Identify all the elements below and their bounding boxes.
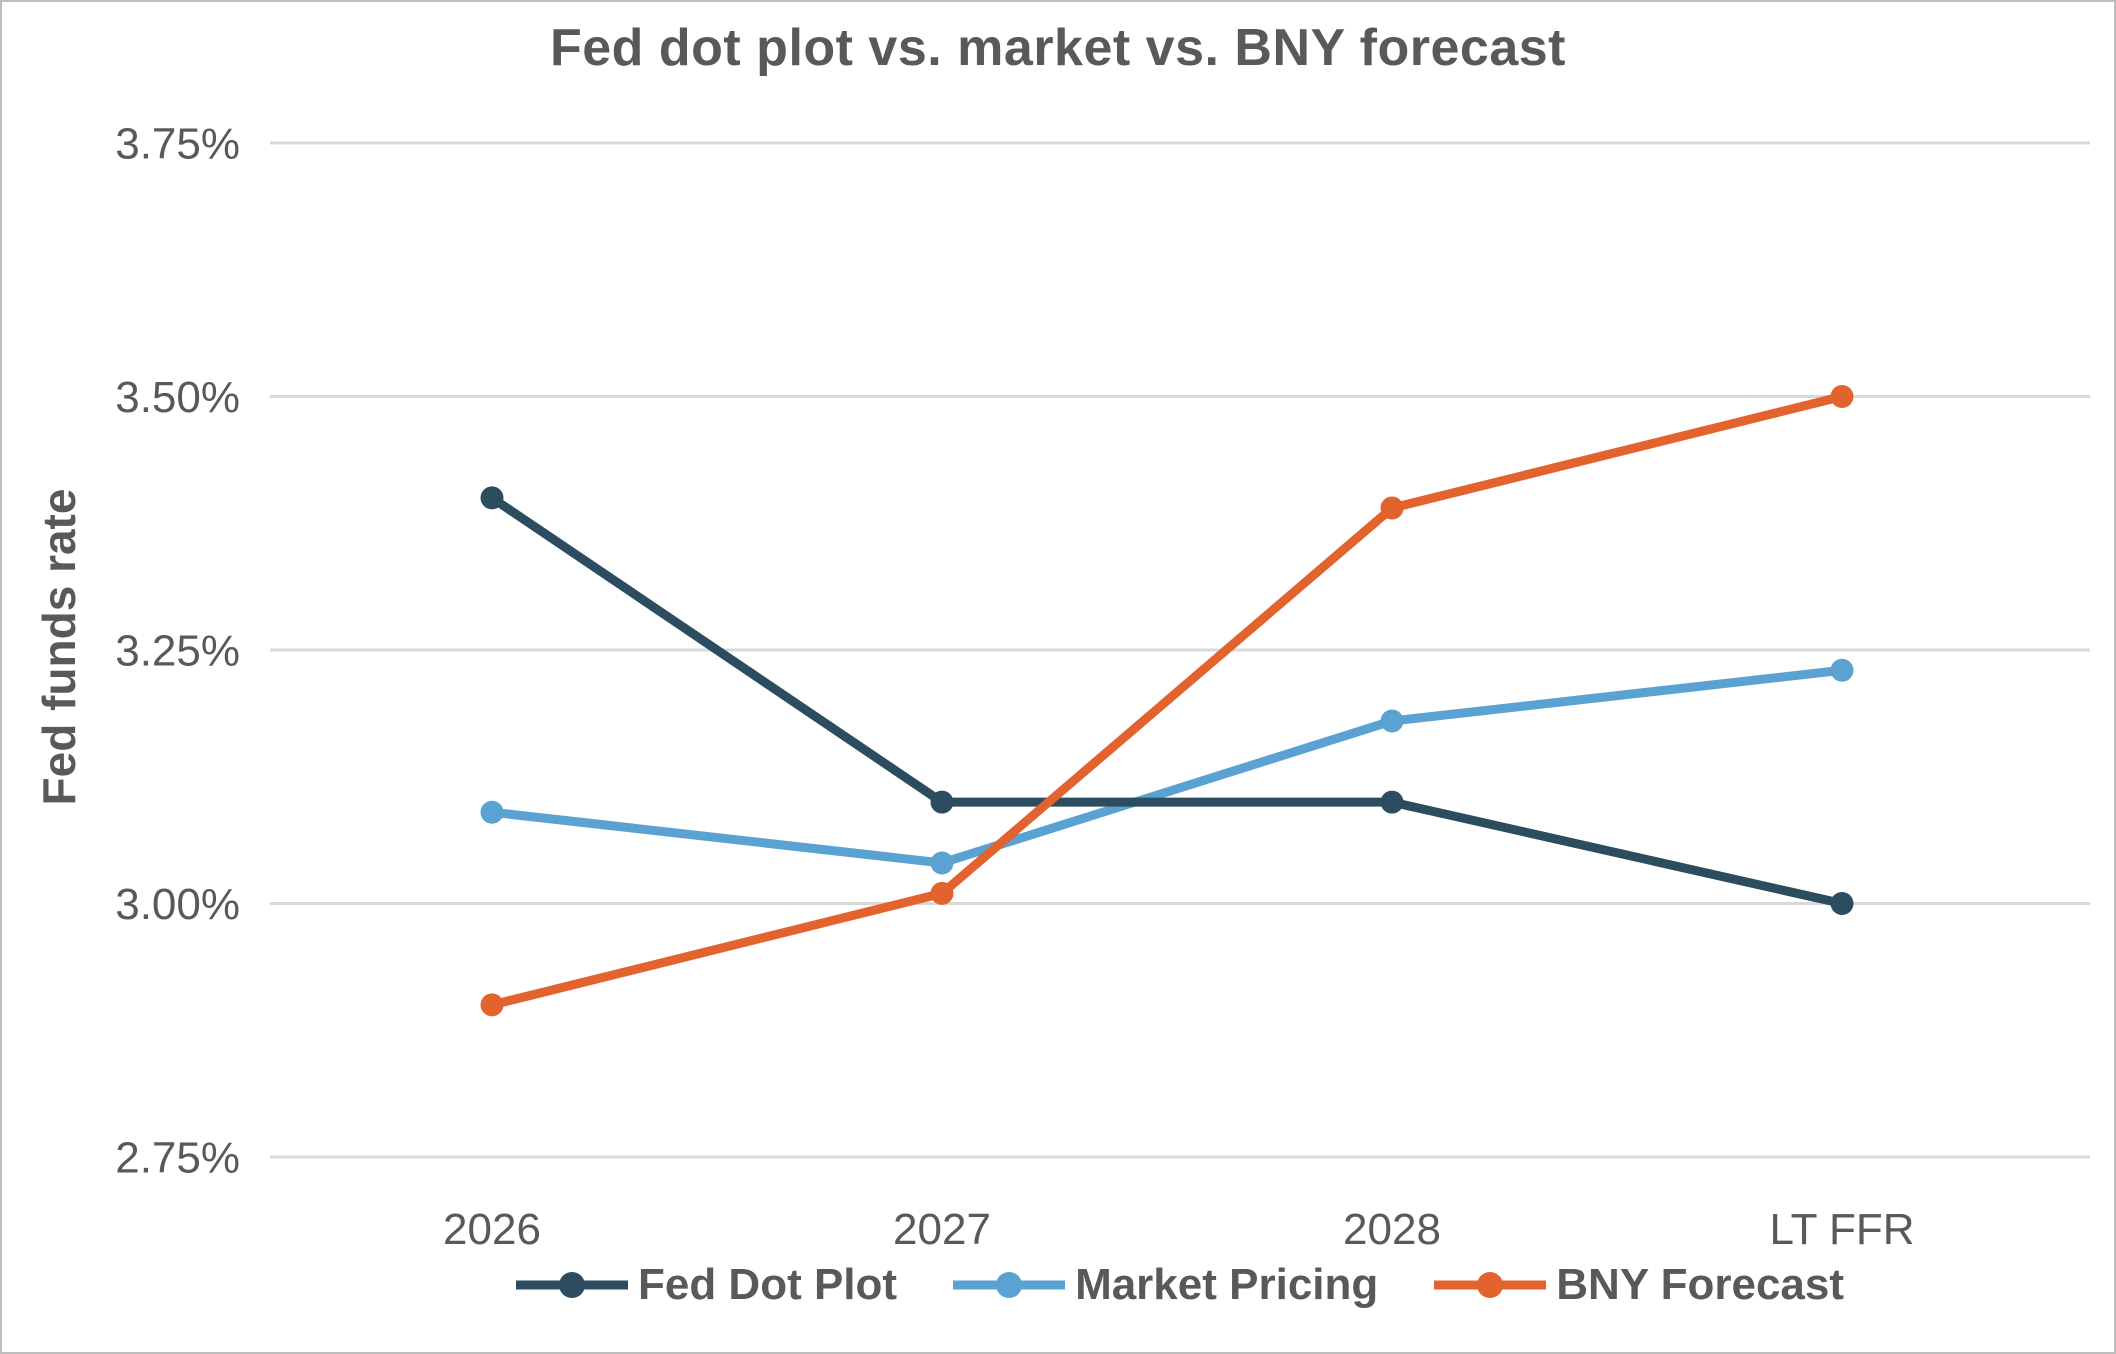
series-line-fed-dot-plot	[489, 494, 1843, 908]
chart-title: Fed dot plot vs. market vs. BNY forecast	[550, 19, 1566, 77]
data-point-market-pricing-2028	[1380, 709, 1404, 733]
y-tick-label: 2.75%	[115, 1134, 240, 1183]
y-tick-label: 3.25%	[115, 627, 240, 676]
data-point-fed-dot-plot-2027	[930, 790, 954, 814]
data-point-market-pricing-lt-ffr	[1830, 658, 1854, 682]
data-point-market-pricing-2026	[480, 800, 504, 824]
data-point-bny-forecast-2028	[1380, 496, 1404, 520]
legend-item-fed-dot-plot: Fed Dot Plot	[515, 1260, 898, 1310]
data-point-fed-dot-plot-lt-ffr	[1830, 892, 1854, 915]
data-point-bny-forecast-2027	[930, 881, 954, 905]
legend-marker-icon	[515, 1272, 628, 1298]
data-point-fed-dot-plot-2028	[1380, 790, 1404, 814]
x-tick-label-2027: 2027	[893, 1205, 991, 1254]
x-tick-label-lt-ffr: LT FFR	[1769, 1205, 1914, 1254]
series-line-market-pricing	[491, 665, 1843, 868]
legend-item-bny-forecast: BNY Forecast	[1434, 1260, 1844, 1310]
data-point-market-pricing-2027	[930, 851, 954, 875]
y-tick-label: 3.00%	[115, 880, 240, 929]
legend: Fed Dot Plot Market Pricing BNY Forecast	[270, 1260, 2090, 1310]
legend-marker-icon	[953, 1272, 1066, 1298]
x-tick-label-2028: 2028	[1343, 1205, 1441, 1254]
y-tick-label: 3.75%	[115, 120, 240, 169]
legend-marker-icon	[1434, 1272, 1547, 1298]
series-line-bny-forecast	[490, 392, 1844, 1010]
data-point-bny-forecast-2026	[480, 993, 504, 1017]
legend-item-market-pricing: Market Pricing	[953, 1260, 1378, 1310]
x-tick-label-2026: 2026	[443, 1205, 541, 1254]
data-point-fed-dot-plot-2026	[480, 486, 504, 510]
legend-label-market-pricing: Market Pricing	[1075, 1260, 1379, 1309]
y-tick-label: 3.50%	[115, 373, 240, 422]
data-point-bny-forecast-lt-ffr	[1830, 385, 1854, 408]
legend-label-bny-forecast: BNY Forecast	[1556, 1260, 1845, 1309]
legend-label-fed-dot-plot: Fed Dot Plot	[637, 1260, 898, 1309]
